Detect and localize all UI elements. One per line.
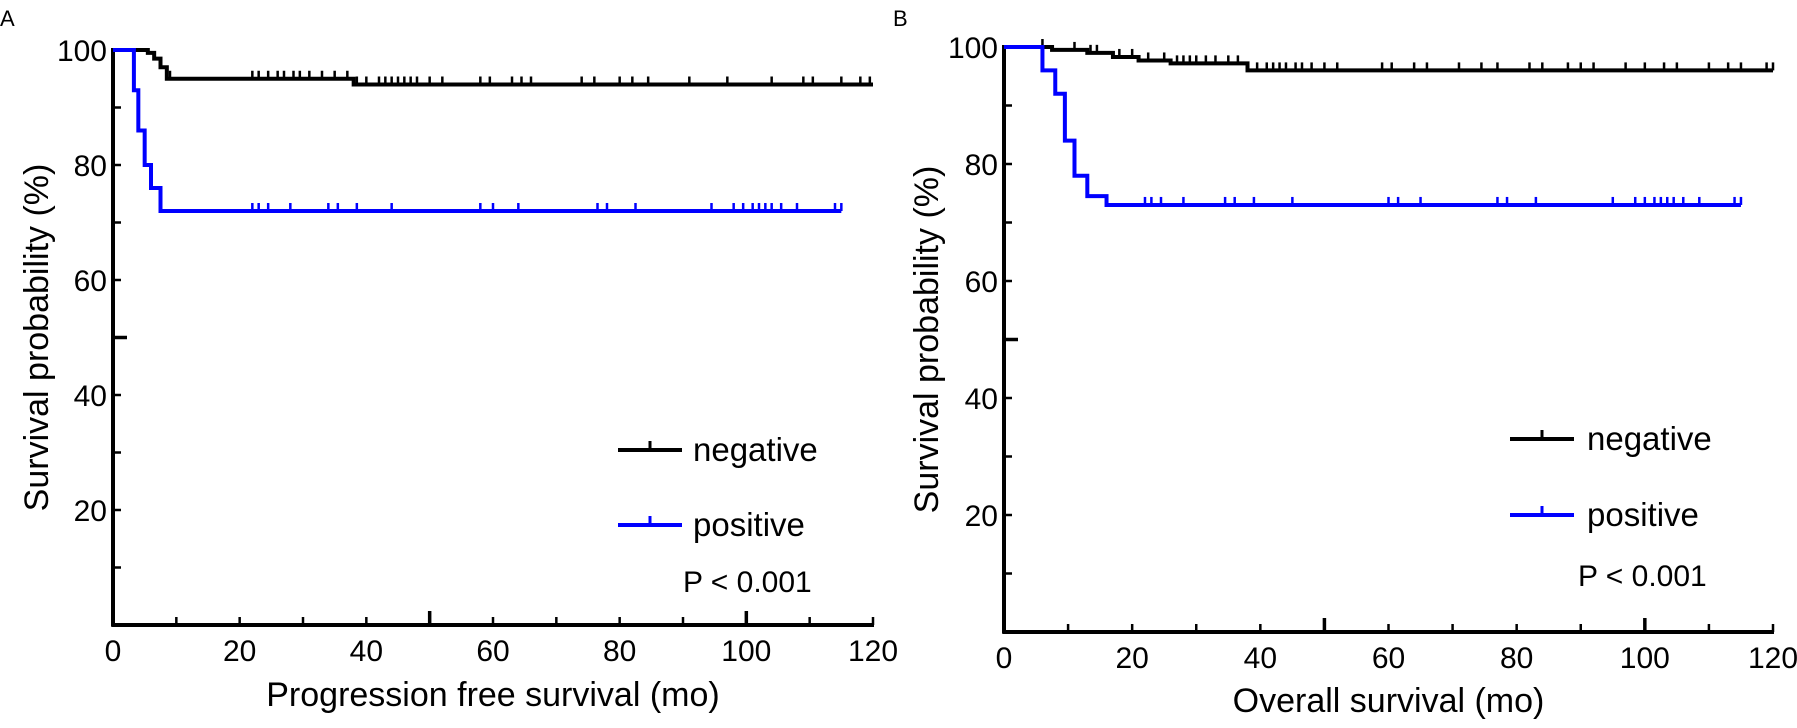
x-tick-label: 80: [1500, 642, 1533, 675]
x-tick-label: 0: [105, 635, 122, 668]
y-tick-label: 40: [965, 383, 998, 416]
x-axis-title: Progression free survival (mo): [266, 676, 719, 714]
y-axis-title: Survival probability (%): [908, 166, 946, 514]
y-tick-label: 100: [948, 32, 998, 65]
x-tick-label: 100: [1620, 642, 1670, 675]
x-tick-label: 80: [603, 635, 636, 668]
x-axis-title: Overall survival (mo): [1233, 682, 1545, 720]
y-tick-label: 40: [74, 380, 107, 413]
curve-negative: [1004, 45, 1773, 73]
y-tick-label: 60: [74, 265, 107, 298]
y-tick-label: 20: [965, 500, 998, 533]
y-tick-label: 100: [57, 35, 107, 68]
legend-label-negative: negative: [1587, 420, 1712, 457]
y-tick-label: 80: [965, 149, 998, 182]
x-tick-label: 0: [996, 642, 1013, 675]
y-tick-label: 80: [74, 150, 107, 183]
x-tick-label: 40: [1244, 642, 1277, 675]
curve-negative: [113, 48, 873, 87]
p-value-annotation: P < 0.001: [1578, 560, 1707, 593]
panel-b: B 0 20 40 60 80 100 120 20 40 60 80 100 Overall survi…: [893, 6, 1797, 720]
x-tick-label: 60: [1372, 642, 1405, 675]
legend-label-positive: positive: [1587, 496, 1699, 533]
legend-label-negative: negative: [693, 431, 818, 468]
x-tick-label: 120: [1748, 642, 1797, 675]
legend-label-positive: positive: [693, 506, 805, 543]
x-tick-label: 120: [848, 635, 898, 668]
y-tick-label: 20: [74, 495, 107, 528]
y-axis-title: Survival probability (%): [18, 164, 56, 512]
curve-positive: [1004, 45, 1741, 207]
y-tick-label: 60: [965, 266, 998, 299]
p-value-annotation: P < 0.001: [683, 566, 812, 599]
x-tick-label: 40: [350, 635, 383, 668]
x-tick-label: 20: [1115, 642, 1148, 675]
curve-positive: [113, 48, 842, 213]
x-tick-label: 60: [476, 635, 509, 668]
panel-letter: A: [0, 6, 15, 31]
x-tick-label: 20: [223, 635, 256, 668]
panel-letter: B: [893, 6, 908, 31]
x-tick-label: 100: [721, 635, 771, 668]
